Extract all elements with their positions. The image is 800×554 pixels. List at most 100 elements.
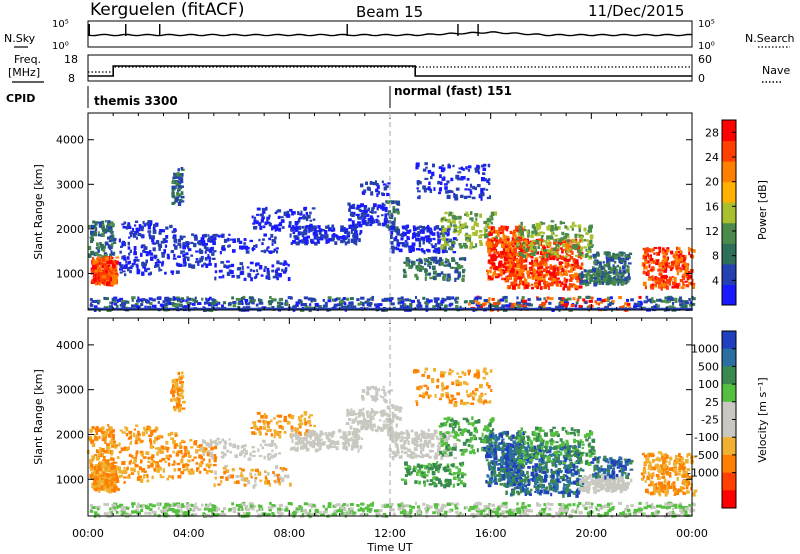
power-cell (472, 231, 476, 236)
power-cell (243, 238, 247, 241)
power-cell (421, 250, 426, 253)
power-cell (523, 283, 527, 287)
power-ground-cell (521, 299, 527, 303)
power-cell (102, 228, 106, 233)
power-cell (277, 223, 281, 227)
velocity-cell (173, 460, 176, 464)
power-cell (172, 257, 177, 260)
power-cell (658, 272, 663, 276)
velocity-cell (260, 415, 264, 419)
power-cell (297, 218, 301, 223)
velocity-cell (214, 439, 218, 444)
power-colorbar-ticklabel: 28 (705, 126, 719, 139)
power-cell (507, 253, 510, 259)
velocity-cell (305, 447, 310, 452)
power-cell (404, 240, 408, 243)
velocity-cell (121, 431, 126, 434)
y-tick-label: 1000 (56, 267, 84, 280)
power-cell (567, 254, 571, 257)
power-cell (469, 217, 474, 221)
power-cell (297, 242, 300, 245)
velocity-cell (162, 468, 165, 473)
power-cell (180, 250, 183, 255)
power-cell (452, 241, 456, 245)
power-cell (161, 262, 164, 267)
velocity-cell (173, 468, 177, 472)
power-cell (384, 213, 388, 218)
power-ground-cell (559, 306, 564, 310)
power-cell (472, 185, 476, 190)
velocity-cell (105, 430, 109, 434)
velocity-cell (180, 375, 185, 378)
velocity-cell (291, 415, 294, 420)
power-cell (370, 219, 374, 224)
velocity-cell (303, 411, 308, 414)
velocity-cell (205, 442, 210, 447)
velocity-cell (161, 475, 165, 478)
power-cell (506, 238, 510, 241)
power-cell (607, 251, 611, 255)
power-cell (549, 272, 552, 277)
power-cell (504, 235, 507, 240)
power-cell (577, 249, 581, 252)
power-ground-cell (194, 296, 197, 300)
power-cell (492, 253, 496, 257)
power-ground-cell (237, 302, 240, 305)
velocity-cell (283, 431, 287, 434)
power-cell (453, 192, 456, 196)
power-cell (352, 234, 355, 238)
power-cell (651, 283, 654, 287)
power-cell (501, 277, 505, 281)
velocity-cell (129, 435, 133, 440)
power-cell (563, 271, 567, 274)
power-ground-cell (503, 295, 508, 299)
power-cell (102, 269, 105, 274)
power-cell (649, 258, 654, 262)
power-ground-cell (558, 297, 562, 300)
power-cell (301, 239, 305, 244)
power-cell (109, 228, 113, 233)
power-cell (587, 250, 591, 253)
power-cell (572, 283, 575, 286)
power-cell (177, 187, 181, 191)
power-cell (566, 241, 569, 247)
velocity-cell (95, 476, 99, 480)
power-cell (111, 242, 114, 247)
velocity-cell (109, 426, 113, 430)
velocity-cell (123, 466, 126, 470)
power-cell (275, 210, 279, 213)
power-cell (540, 279, 544, 282)
power-cell (277, 209, 282, 213)
power-cell (90, 250, 94, 256)
power-cell (177, 243, 182, 246)
power-cell (381, 204, 385, 209)
power-cell (519, 251, 523, 257)
power-cell (508, 245, 512, 249)
power-ground-cell (258, 299, 263, 302)
power-cell (286, 210, 290, 215)
power-cell (535, 240, 539, 245)
power-cell (418, 195, 421, 199)
power-cell (598, 270, 602, 275)
power-cell (647, 249, 651, 253)
power-cell (532, 241, 537, 246)
power-ground-cell (249, 298, 254, 302)
power-cell (396, 242, 401, 247)
power-cell (385, 185, 389, 188)
power-cell (432, 275, 437, 279)
power-cell (517, 236, 521, 239)
power-cell (534, 277, 539, 280)
power-cell (373, 181, 377, 186)
velocity-cell (147, 456, 151, 460)
power-cell (285, 262, 288, 266)
power-cell (175, 181, 178, 185)
power-ground-cell (401, 296, 404, 300)
power-cell (203, 233, 208, 238)
power-cell (566, 258, 571, 262)
power-cell (490, 221, 493, 225)
power-ground-cell (164, 303, 168, 307)
power-cell (624, 281, 628, 284)
power-cell (141, 264, 145, 267)
power-cell (524, 259, 528, 263)
velocity-cell (99, 461, 104, 464)
